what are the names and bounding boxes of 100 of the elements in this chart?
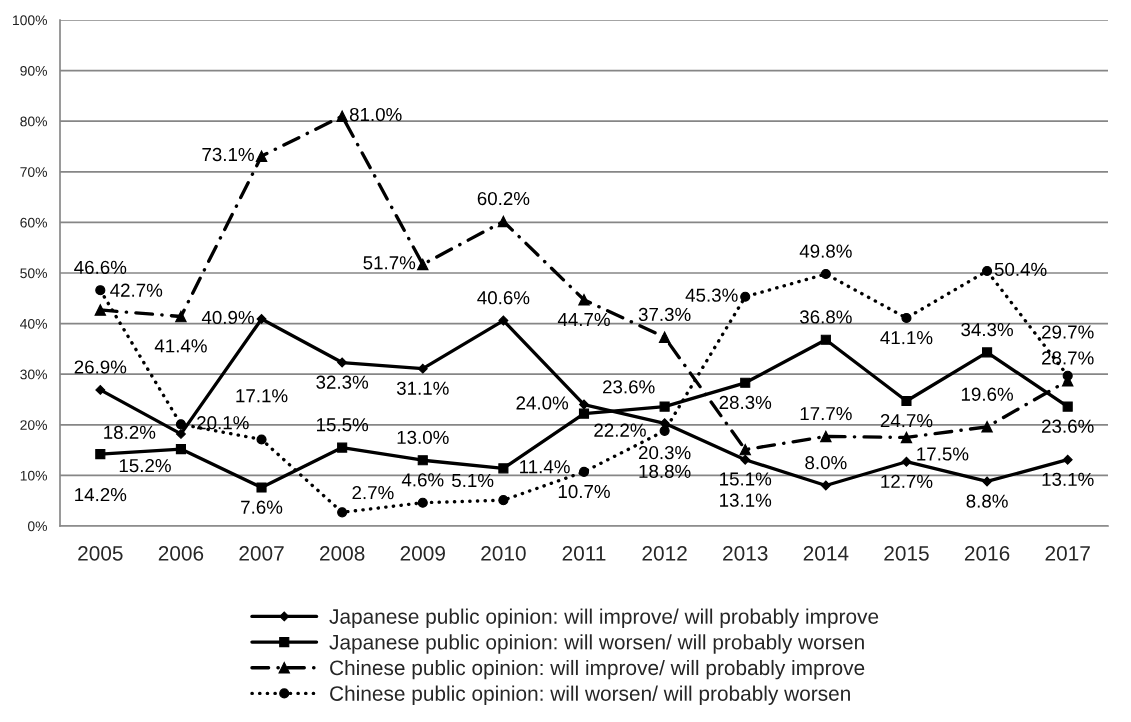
data-label: 15.5% <box>317 418 369 432</box>
data-label: 20.1% <box>197 416 249 430</box>
x-tick-label: 2013 <box>723 545 768 561</box>
data-label: 22.2% <box>594 423 646 437</box>
point <box>982 265 993 277</box>
data-label: 32.3% <box>316 375 369 389</box>
point <box>175 428 186 439</box>
x-tick-label: 2011 <box>562 545 606 561</box>
data-label: 36.8% <box>799 310 852 324</box>
point <box>256 314 267 325</box>
point <box>337 507 348 518</box>
data-label: 44.7% <box>557 312 610 327</box>
data-label: 24.0% <box>516 396 569 410</box>
data-label: 40.9% <box>201 310 254 325</box>
y-tick-label: 70% <box>20 167 48 177</box>
point <box>982 476 993 487</box>
x-tick-label: 2008 <box>320 545 365 561</box>
point <box>175 419 186 430</box>
point <box>578 408 590 419</box>
y-tick-label: 10% <box>20 470 48 481</box>
point <box>1062 454 1073 465</box>
data-label: 15.2% <box>119 458 171 473</box>
data-label: 18.2% <box>104 425 156 439</box>
data-label: 73.1% <box>202 147 254 162</box>
point <box>740 377 751 388</box>
point <box>901 456 912 467</box>
data-label: 17.1% <box>236 389 288 403</box>
data-label: 11.4% <box>520 460 570 474</box>
y-tick-label: 40% <box>20 318 48 329</box>
point <box>498 495 509 506</box>
y-tick-label: 100% <box>13 15 48 26</box>
y-tick-label: 90% <box>20 65 48 76</box>
x-tick-label: 2006 <box>158 545 204 561</box>
data-label: 4.6% <box>401 473 444 487</box>
point <box>739 443 751 456</box>
point <box>95 285 106 296</box>
data-label: 40.6% <box>477 291 530 305</box>
data-label: 14.2% <box>75 487 127 502</box>
point <box>417 363 428 374</box>
data-label: 20.3% <box>638 446 691 460</box>
point <box>659 425 670 436</box>
point <box>579 399 589 410</box>
data-label: 42.7% <box>110 283 163 297</box>
point <box>901 395 912 407</box>
data-label: 13.1% <box>1042 472 1094 486</box>
point <box>95 384 106 395</box>
point <box>255 150 268 162</box>
x-tick-label: 2009 <box>400 545 445 561</box>
x-tick-label: 2012 <box>642 545 687 561</box>
data-label: 18.8% <box>639 464 691 478</box>
point <box>417 497 428 508</box>
data-label: 41.4% <box>154 339 207 353</box>
data-label: 60.2% <box>477 191 530 206</box>
point <box>901 312 912 324</box>
point <box>498 315 509 326</box>
y-tick-label: 50% <box>20 268 48 279</box>
point <box>1062 401 1073 412</box>
point <box>1062 370 1073 381</box>
data-label: 8.8% <box>966 494 1008 508</box>
data-label: 41.1% <box>880 331 933 345</box>
x-tick-label: 2007 <box>239 545 284 561</box>
data-label: 26.9% <box>74 360 127 374</box>
point <box>256 434 267 445</box>
y-tick-label: 0% <box>27 521 48 532</box>
data-label: 17.7% <box>800 407 852 421</box>
y-tick-label: 80% <box>20 116 48 127</box>
point <box>94 304 107 316</box>
data-label: 37.3% <box>638 307 691 322</box>
x-tick-label: 2015 <box>884 545 929 561</box>
data-label: 12.7% <box>881 474 933 488</box>
data-label: 49.8% <box>799 244 852 258</box>
data-label: 50.4% <box>994 262 1047 277</box>
point <box>336 110 348 122</box>
data-label: 28.7% <box>1042 351 1094 365</box>
data-label: 13.1% <box>720 493 772 507</box>
point <box>982 347 993 358</box>
point <box>820 268 831 280</box>
point <box>417 455 428 466</box>
data-label: 5.1% <box>452 473 494 488</box>
data-label: 23.6% <box>603 380 655 394</box>
point <box>578 294 590 306</box>
y-tick-label: 20% <box>20 420 48 430</box>
data-label: 24.7% <box>880 414 933 428</box>
data-label: 45.3% <box>685 288 738 302</box>
point <box>659 401 670 412</box>
point <box>981 421 993 433</box>
point <box>578 466 590 477</box>
data-label: 13.0% <box>397 430 449 445</box>
data-label: 28.3% <box>719 395 772 410</box>
point <box>820 430 832 443</box>
point <box>740 454 751 465</box>
data-label: 51.7% <box>363 256 416 270</box>
data-label: 7.6% <box>241 500 283 514</box>
point <box>337 357 348 368</box>
point <box>900 431 913 444</box>
data-label: 23.6% <box>1042 419 1094 433</box>
data-label: 34.3% <box>961 322 1013 337</box>
data-label: 46.6% <box>74 260 127 274</box>
data-label: 8.0% <box>805 456 847 470</box>
point <box>175 444 186 455</box>
